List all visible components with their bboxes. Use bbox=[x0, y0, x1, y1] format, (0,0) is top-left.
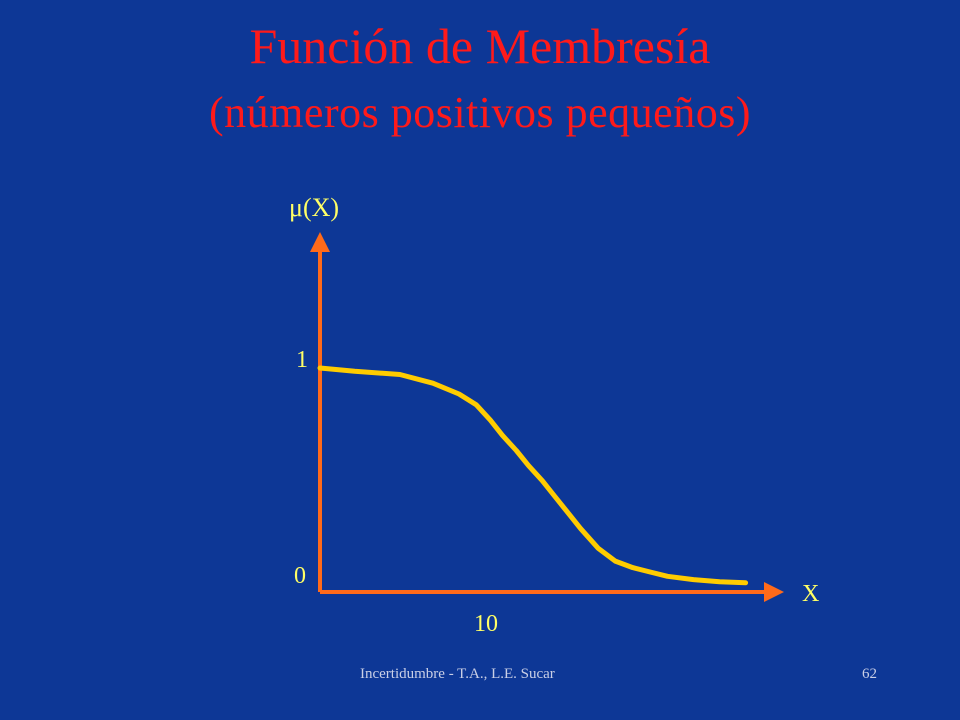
x-tick-10: 10 bbox=[474, 611, 498, 637]
x-axis-label: X bbox=[802, 581, 819, 607]
slide-subtitle: (números positivos pequeños) bbox=[209, 88, 751, 137]
footer-text: Incertidumbre - T.A., L.E. Sucar bbox=[360, 666, 555, 682]
y-tick-1: 1 bbox=[296, 347, 308, 373]
y-axis-label: μ(X) bbox=[289, 193, 339, 222]
y-tick-0: 0 bbox=[294, 563, 306, 589]
membership-curve bbox=[317, 365, 749, 586]
page-number: 62 bbox=[862, 666, 877, 682]
slide-title: Función de Membresía bbox=[249, 18, 711, 74]
